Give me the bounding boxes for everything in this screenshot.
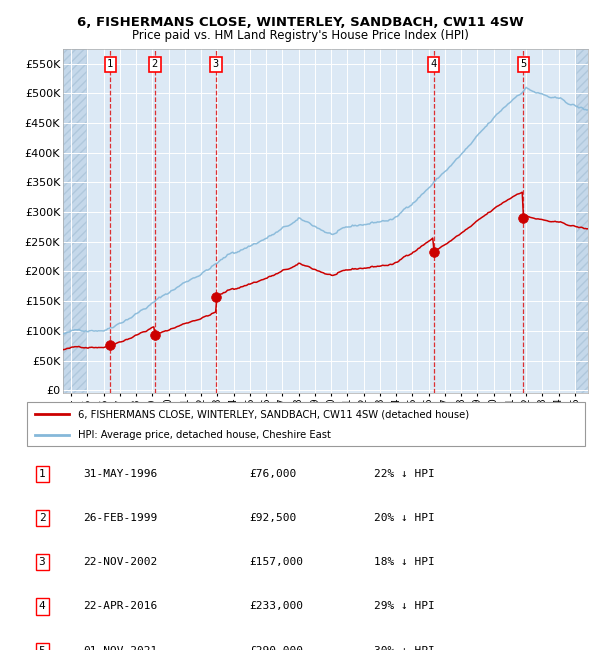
Text: 6, FISHERMANS CLOSE, WINTERLEY, SANDBACH, CW11 4SW: 6, FISHERMANS CLOSE, WINTERLEY, SANDBACH…	[77, 16, 523, 29]
Text: 18% ↓ HPI: 18% ↓ HPI	[374, 557, 434, 567]
Text: 2: 2	[38, 513, 46, 523]
Text: 4: 4	[38, 601, 46, 612]
Text: 6, FISHERMANS CLOSE, WINTERLEY, SANDBACH, CW11 4SW (detached house): 6, FISHERMANS CLOSE, WINTERLEY, SANDBACH…	[77, 410, 469, 419]
Text: 22% ↓ HPI: 22% ↓ HPI	[374, 469, 434, 479]
Text: 1: 1	[38, 469, 46, 479]
Text: 22-NOV-2002: 22-NOV-2002	[83, 557, 157, 567]
Text: £233,000: £233,000	[250, 601, 304, 612]
Text: 1: 1	[107, 59, 113, 69]
Text: 22-APR-2016: 22-APR-2016	[83, 601, 157, 612]
Text: HPI: Average price, detached house, Cheshire East: HPI: Average price, detached house, Ches…	[77, 430, 331, 440]
Text: 5: 5	[38, 645, 46, 650]
Text: 2: 2	[152, 59, 158, 69]
Text: 01-NOV-2021: 01-NOV-2021	[83, 645, 157, 650]
Text: £290,000: £290,000	[250, 645, 304, 650]
Text: 4: 4	[430, 59, 437, 69]
Text: 29% ↓ HPI: 29% ↓ HPI	[374, 601, 434, 612]
Text: 31-MAY-1996: 31-MAY-1996	[83, 469, 157, 479]
Text: £157,000: £157,000	[250, 557, 304, 567]
Text: 3: 3	[212, 59, 219, 69]
Text: 26-FEB-1999: 26-FEB-1999	[83, 513, 157, 523]
Text: £92,500: £92,500	[250, 513, 297, 523]
Text: 3: 3	[38, 557, 46, 567]
Text: £76,000: £76,000	[250, 469, 297, 479]
Text: 5: 5	[520, 59, 527, 69]
Text: 20% ↓ HPI: 20% ↓ HPI	[374, 513, 434, 523]
Text: Price paid vs. HM Land Registry's House Price Index (HPI): Price paid vs. HM Land Registry's House …	[131, 29, 469, 42]
Text: 30% ↓ HPI: 30% ↓ HPI	[374, 645, 434, 650]
FancyBboxPatch shape	[27, 402, 585, 446]
